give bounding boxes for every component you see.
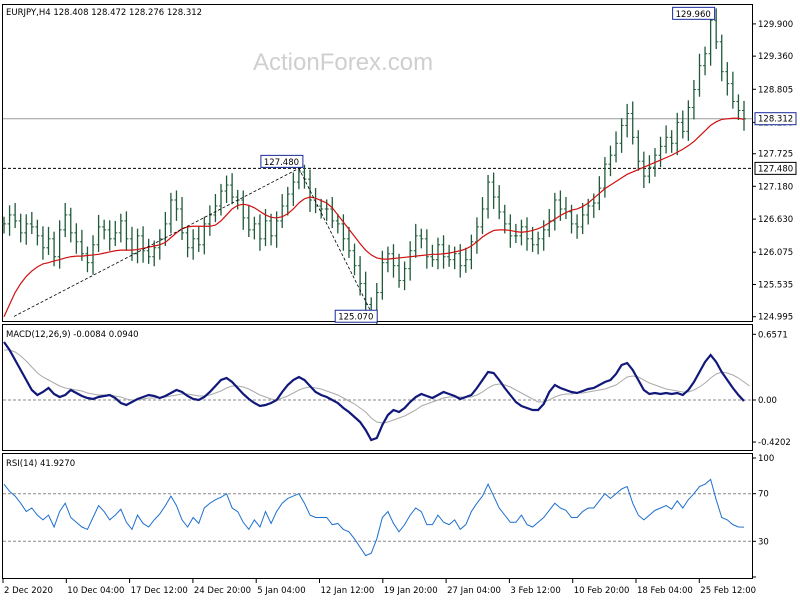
trend-line-1 — [13, 168, 300, 317]
rsi-tick-label: 30 — [758, 537, 769, 547]
annotation-label: 129.960 — [676, 10, 711, 20]
x-tick-label: 27 Jan 04:00 — [447, 586, 501, 596]
x-tick-label: 5 Jan 04:00 — [257, 586, 305, 596]
x-tick-label: 3 Feb 12:00 — [510, 586, 560, 596]
annotation-box — [672, 6, 716, 20]
rsi-tick-label: 100 — [758, 454, 774, 464]
x-tick-label: 18 Feb 04:00 — [637, 586, 693, 596]
x-tick-label: 24 Dec 20:00 — [194, 586, 251, 596]
macd-panel-frame — [2, 324, 753, 451]
price-tick-label: 124.995 — [758, 313, 793, 323]
price-panel-title: EURJPY,H4 128.408 128.472 128.276 128.31… — [6, 8, 202, 18]
moving-average-line — [3, 117, 745, 317]
annotation-box — [260, 154, 304, 168]
price-marker-label: 127.480 — [758, 164, 793, 174]
rsi-line — [3, 478, 745, 557]
macd-panel-title: MACD(12,26,9) -0.0084 0.0940 — [6, 330, 139, 340]
macd-tick-label: -0.4202 — [758, 438, 791, 448]
watermark: ActionForex.com — [253, 49, 433, 76]
x-axis-labels: 2 Dec 2020 10 Dec 04:00 17 Dec 12:00 24 Dec… — [2, 579, 756, 596]
macd-signal-line — [4, 349, 750, 424]
price-plot: 127.480 125.070 129.960 — [2, 6, 752, 325]
macd-tick-label: 0.00 — [758, 396, 777, 406]
annotation-label: 127.480 — [264, 158, 299, 168]
x-tick-label: 10 Feb 20:00 — [574, 586, 630, 596]
macd-line — [3, 341, 745, 442]
macd-tick-label: 0.6571 — [758, 330, 788, 340]
price-tick-label: 127.725 — [758, 150, 793, 160]
x-tick-label: 19 Jan 20:00 — [384, 586, 438, 596]
price-tick-label: 126.075 — [758, 248, 793, 258]
x-tick-label: 12 Jan 12:00 — [321, 586, 375, 596]
price-tick-label: 125.535 — [758, 280, 793, 290]
rsi-tick-label: 70 — [758, 490, 769, 500]
price-tick-label: 128.805 — [758, 85, 793, 95]
x-tick-label: 10 Dec 04:00 — [67, 586, 124, 596]
x-tick-label: 25 Feb 12:00 — [700, 586, 756, 596]
price-tick-label: 126.630 — [758, 215, 793, 225]
x-tick-label: 2 Dec 2020 — [4, 586, 53, 596]
annotation-box — [334, 309, 378, 323]
rsi-plot: 100 70 30 — [3, 454, 774, 578]
x-tick-label: 17 Dec 12:00 — [131, 586, 188, 596]
price-tick-label: 129.900 — [758, 20, 793, 30]
price-tick-label: 127.180 — [758, 182, 793, 192]
macd-plot: 0.6571 0.00 -0.4202 — [3, 330, 791, 448]
annotation-label: 125.070 — [338, 313, 373, 323]
trend-line-2 — [298, 168, 372, 313]
price-tick-label: 129.360 — [758, 52, 793, 62]
y-axis-labels: 129.900129.360128.805128.250127.725127.1… — [752, 20, 797, 323]
rsi-panel-title: RSI(14) 41.9270 — [6, 459, 75, 469]
price-marker-box — [754, 112, 797, 126]
rsi-panel-frame — [2, 453, 753, 579]
price-marker-label: 128.312 — [758, 115, 793, 125]
price-marker-box — [754, 161, 797, 175]
